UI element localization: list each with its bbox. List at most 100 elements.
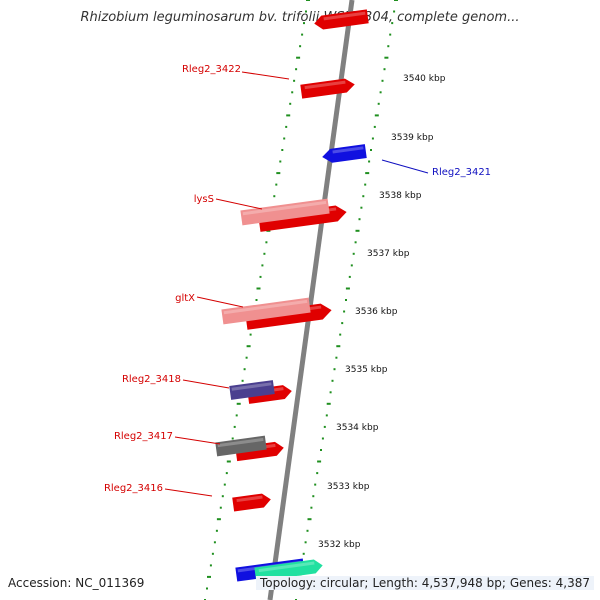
tick-dot <box>265 241 268 244</box>
inner-tick-track <box>295 0 398 600</box>
tick-dot <box>371 137 374 140</box>
tick-dot <box>296 56 301 59</box>
tick-dot <box>360 206 363 209</box>
tick-dot <box>256 287 261 290</box>
tick-dot <box>219 506 222 509</box>
tick-dot <box>339 333 342 336</box>
gene-top-partial[interactable] <box>313 9 369 30</box>
tick-dot <box>305 10 307 13</box>
gene-label-lyss[interactable]: lysS <box>194 194 214 205</box>
gene-label-rleg2-3416[interactable]: Rleg2_3416 <box>104 483 163 494</box>
ruler-label-3536: 3536 kbp <box>355 307 398 317</box>
gene-lyss-rna-shape <box>240 198 330 226</box>
tick-dot <box>293 79 296 82</box>
ruler-label-3533: 3533 kbp <box>327 482 370 492</box>
gene-rleg2-3422[interactable] <box>300 77 355 99</box>
tick-dot <box>306 0 310 1</box>
gene-rleg2-3418-other[interactable] <box>229 380 275 400</box>
ruler-label-3537: 3537 kbp <box>367 249 410 259</box>
gene-rleg2-3418-other-shape <box>229 380 275 400</box>
tick-dot <box>333 368 336 371</box>
gene-rleg2-3422-highlight <box>304 80 346 90</box>
gene-rleg2-3418-other-highlight <box>231 382 272 391</box>
length-text: Length: 4,537,948 bp; <box>372 576 506 590</box>
gene-bottom-teal-highlight <box>258 561 315 573</box>
tick-dot <box>368 160 371 163</box>
tick-dot <box>243 368 246 371</box>
tick-dot <box>207 575 211 578</box>
tick-dot <box>345 299 347 301</box>
tick-dot <box>299 45 302 48</box>
tick-dot <box>358 218 361 221</box>
tick-dot <box>383 68 386 71</box>
tick-dot <box>304 541 307 544</box>
tick-dot <box>316 472 319 475</box>
gene-rleg2-3417-other-highlight <box>217 437 264 448</box>
tick-dot <box>211 552 214 555</box>
tick-dot <box>233 425 236 428</box>
leader-line-rleg2-3417 <box>174 436 221 445</box>
tick-dot <box>341 322 344 325</box>
gene-rleg2-3421-shape <box>322 144 367 163</box>
tick-dot <box>354 241 357 244</box>
leader-line-rleg2-3418 <box>182 379 230 389</box>
tick-dot <box>223 483 226 486</box>
tick-dot <box>389 33 392 36</box>
tick-dot <box>373 125 376 128</box>
gene-rleg2-3416[interactable] <box>232 492 272 512</box>
tick-dot <box>225 472 228 475</box>
tick-dot <box>384 56 389 59</box>
tick-dot <box>317 460 322 463</box>
gene-label-rleg2-3422[interactable]: Rleg2_3422 <box>182 64 241 75</box>
tick-dot <box>215 529 218 532</box>
leader-line-rleg2-3416 <box>164 488 213 497</box>
gene-gltx-rna-shape <box>221 297 311 325</box>
ruler-label-3532: 3532 kbp <box>318 540 361 550</box>
tick-dot <box>343 310 346 313</box>
tick-dot <box>306 529 309 532</box>
gene-top-partial-shape <box>314 9 369 30</box>
tick-dot <box>348 275 351 278</box>
tick-dot <box>289 102 292 105</box>
tick-dot <box>263 252 266 255</box>
gene-rleg2-3421-highlight <box>332 146 364 154</box>
tick-dot <box>381 79 384 82</box>
tick-dot <box>236 402 241 405</box>
gene-label-rleg2-3417[interactable]: Rleg2_3417 <box>114 431 173 442</box>
tick-dot <box>303 22 305 25</box>
tick-dot <box>241 379 244 382</box>
gene-top-partial-highlight <box>323 11 366 21</box>
tick-dot <box>379 91 382 94</box>
tick-dot <box>285 125 288 128</box>
tick-dot <box>336 345 341 348</box>
leader-line-lyss <box>215 198 263 210</box>
ruler-label-3539: 3539 kbp <box>391 133 434 143</box>
tick-dot <box>321 437 324 440</box>
ruler-label-3535: 3535 kbp <box>345 365 388 375</box>
topology-text: Topology: circular; <box>260 576 369 590</box>
gene-rleg2-3422-shape <box>300 78 355 99</box>
gene-label-gltx[interactable]: gltX <box>175 293 195 304</box>
tick-dot <box>206 587 208 590</box>
tick-dot <box>365 172 370 175</box>
gene-rleg2-3417-other[interactable] <box>215 435 267 457</box>
gene-rleg2-3421[interactable] <box>321 144 367 164</box>
tick-dot <box>350 264 353 267</box>
gene-lyss-rna[interactable] <box>240 198 330 226</box>
tick-dot <box>231 437 234 440</box>
tick-dot <box>352 252 355 255</box>
tick-dot <box>345 287 350 290</box>
gene-label-rleg2-3421[interactable]: Rleg2_3421 <box>432 167 491 178</box>
tick-dot <box>291 91 294 94</box>
gene-label-rleg2-3418[interactable]: Rleg2_3418 <box>122 374 181 385</box>
tick-dot <box>275 183 278 186</box>
tick-dot <box>286 114 291 117</box>
gene-gltx-rna[interactable] <box>221 297 311 325</box>
tick-dot <box>209 564 212 567</box>
tick-dot <box>370 149 372 151</box>
tick-dot <box>226 460 231 463</box>
accession-text: Accession: NC_011369 <box>8 576 145 590</box>
tick-dot <box>281 149 284 151</box>
